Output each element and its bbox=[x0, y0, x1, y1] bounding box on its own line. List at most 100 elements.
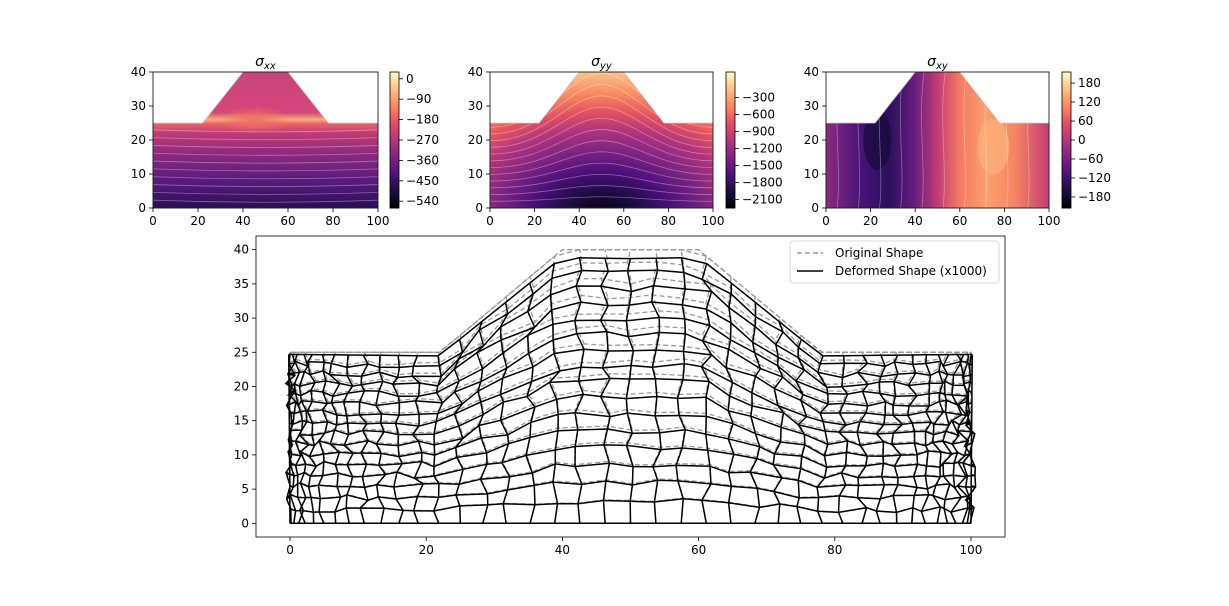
contour-line bbox=[490, 117, 713, 155]
x-tick-label: 40 bbox=[235, 214, 250, 228]
original-mesh-line bbox=[289, 343, 972, 415]
deformed-mesh-line bbox=[286, 330, 973, 408]
original-mesh-line bbox=[287, 324, 972, 406]
deformed-mesh-line bbox=[432, 355, 444, 524]
deformed-mesh-line bbox=[599, 258, 612, 524]
colorbar-tick-label: 0 bbox=[406, 72, 414, 86]
colorbar-tick-label: −2100 bbox=[742, 193, 783, 207]
original-mesh-line bbox=[286, 478, 972, 501]
original-mesh-line bbox=[412, 352, 425, 524]
contour-line bbox=[490, 140, 713, 169]
x-tick-label: 20 bbox=[419, 543, 434, 557]
colorbar-tick-label: −270 bbox=[406, 133, 439, 147]
y-tick-label: 0 bbox=[475, 201, 483, 215]
y-tick-label: 15 bbox=[234, 414, 249, 428]
contour-extremum bbox=[216, 105, 293, 134]
colorbar-tick-label: 120 bbox=[1078, 95, 1101, 109]
colorbar-tick-label: −90 bbox=[406, 92, 431, 106]
deformed-mesh-line bbox=[453, 339, 464, 524]
deformed-mesh-line bbox=[317, 354, 329, 524]
deformed-mesh-line bbox=[931, 354, 945, 524]
deformed-mesh-line bbox=[907, 354, 919, 524]
deformed-mesh-line bbox=[941, 354, 953, 524]
y-tick-label: 40 bbox=[131, 65, 146, 79]
colorbar-tick-label: −180 bbox=[1078, 190, 1111, 204]
deformed-mesh-line bbox=[328, 354, 342, 524]
y-tick-label: 20 bbox=[131, 133, 146, 147]
colorbar-tick-label: −120 bbox=[1078, 171, 1111, 185]
panel-title-subscript: yy bbox=[599, 61, 613, 72]
x-tick-label: 20 bbox=[190, 214, 205, 228]
colorbar-tick-label: −1200 bbox=[742, 142, 783, 156]
contour-panel-sxx: 0 20 40 60 80 100 0 10 20 30 40 σxx 0 −90 −180 −270 −360… bbox=[131, 54, 439, 228]
contour-line bbox=[153, 191, 378, 195]
x-tick-label: 100 bbox=[1038, 214, 1061, 228]
colorbar-tick-label: 0 bbox=[1078, 133, 1086, 147]
contour-line bbox=[153, 137, 378, 141]
contour-panel-sxy: 0 20 40 60 80 100 0 10 20 30 40 σxy 180 120 60 0 −60 −120… bbox=[804, 54, 1111, 228]
panel-title-subscript: xy bbox=[935, 61, 949, 72]
original-mesh-line bbox=[700, 255, 713, 524]
contour-extremum bbox=[863, 110, 892, 170]
legend-box bbox=[789, 240, 1000, 284]
deformed-mesh-line bbox=[891, 354, 904, 524]
y-tick-label: 10 bbox=[804, 167, 819, 181]
x-tick-label: 80 bbox=[325, 214, 340, 228]
colorbar-tick-label: −1500 bbox=[742, 159, 783, 173]
contour-line bbox=[153, 184, 378, 187]
y-tick-label: 30 bbox=[804, 99, 819, 113]
original-mesh-line bbox=[794, 334, 807, 524]
x-tick-label: 40 bbox=[572, 214, 587, 228]
panel-title-subscript: xx bbox=[263, 61, 276, 72]
colorbar-tick-label: 60 bbox=[1078, 114, 1093, 128]
original-mesh-line bbox=[574, 249, 585, 524]
deformed-mesh-line bbox=[920, 354, 932, 524]
colorbar-tick-label: −450 bbox=[406, 174, 439, 188]
deformed-mesh-line bbox=[286, 354, 297, 524]
legend: Original Shape Deformed Shape (x1000) bbox=[789, 240, 1000, 284]
deformed-mesh-line bbox=[298, 354, 311, 524]
panel-title: σxy bbox=[927, 54, 949, 72]
panel-title: σyy bbox=[591, 54, 613, 72]
x-tick-label: 20 bbox=[863, 214, 878, 228]
deformed-mesh-line bbox=[475, 321, 489, 524]
x-tick-label: 0 bbox=[149, 214, 157, 228]
deformed-mesh-line bbox=[525, 282, 536, 524]
colorbar-fill bbox=[390, 72, 399, 208]
y-tick-label: 30 bbox=[234, 311, 249, 325]
colorbar-tick-label: −300 bbox=[742, 91, 775, 105]
x-tick-label: 20 bbox=[527, 214, 542, 228]
deformed-mesh-line bbox=[749, 302, 762, 524]
original-mesh-line bbox=[549, 255, 561, 524]
colorbar-fill bbox=[1062, 72, 1071, 208]
contour-line bbox=[153, 152, 378, 156]
colorbar: 0 −90 −180 −270 −360 −450 −540 bbox=[389, 71, 439, 209]
deformed-mesh-line bbox=[499, 302, 511, 524]
colorbar: −300 −600 −900 −1200 −1500 −1800 −2100 bbox=[725, 71, 783, 209]
x-tick-label: 80 bbox=[661, 214, 676, 228]
y-tick-label: 30 bbox=[131, 99, 146, 113]
y-tick-label: 20 bbox=[468, 133, 483, 147]
contour-line bbox=[153, 168, 378, 172]
y-tick-label: 35 bbox=[234, 277, 249, 291]
contour-extremum bbox=[977, 118, 1010, 175]
y-tick-label: 10 bbox=[234, 448, 249, 462]
x-tick-label: 0 bbox=[822, 214, 830, 228]
deformed-mesh-line bbox=[964, 354, 977, 524]
deformed-mesh-line bbox=[950, 354, 963, 524]
colorbar-tick-label: −360 bbox=[406, 153, 439, 167]
original-mesh-line bbox=[650, 249, 662, 524]
contour-fill-syy bbox=[490, 72, 713, 208]
contour-line bbox=[153, 176, 378, 180]
x-tick-label: 60 bbox=[616, 214, 631, 228]
colorbar-tick-label: −600 bbox=[742, 108, 775, 122]
colorbar-tick-label: −1800 bbox=[742, 176, 783, 190]
x-tick-label: 40 bbox=[908, 214, 923, 228]
deformed-mesh-line bbox=[837, 355, 849, 524]
deformed-mesh-line bbox=[289, 498, 975, 514]
contour-line bbox=[490, 95, 713, 142]
colorbar-fill bbox=[726, 72, 735, 208]
y-tick-label: 30 bbox=[468, 99, 483, 113]
y-tick-label: 20 bbox=[804, 133, 819, 147]
contour-line bbox=[153, 199, 378, 203]
